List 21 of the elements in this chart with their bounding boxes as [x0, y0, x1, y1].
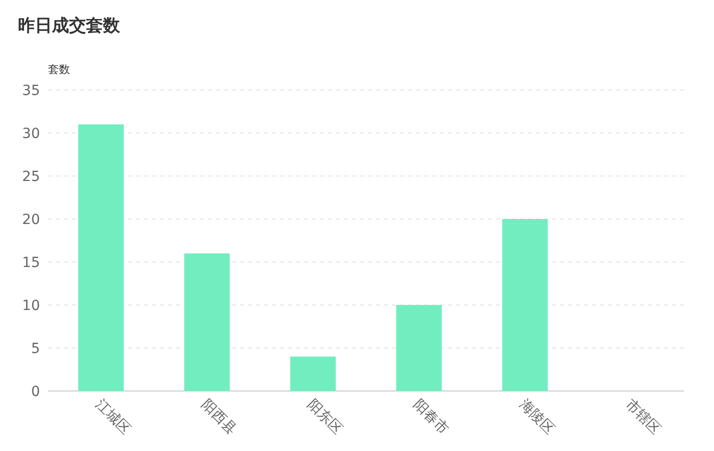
bar	[396, 305, 442, 391]
y-tick-label: 10	[22, 298, 40, 314]
chart-title: 昨日成交套数	[18, 16, 121, 36]
bar	[502, 219, 548, 391]
x-tick-label: 江城区	[92, 396, 134, 438]
bar	[290, 356, 336, 391]
y-tick-label: 30	[22, 126, 40, 142]
x-tick-label: 阳西县	[198, 396, 240, 438]
y-tick-label: 15	[22, 255, 40, 271]
x-tick-label: 阳春市	[410, 396, 452, 438]
x-tick-label: 海陵区	[516, 396, 558, 438]
x-tick-label: 阳东区	[304, 396, 346, 438]
y-tick-label: 35	[22, 83, 40, 99]
x-tick-label: 市辖区	[622, 396, 664, 438]
y-axis-title: 套数	[48, 63, 70, 76]
bar	[184, 253, 230, 391]
y-tick-label: 0	[31, 384, 40, 400]
y-tick-label: 20	[22, 212, 40, 228]
y-tick-label: 5	[31, 341, 40, 357]
y-tick-label: 25	[22, 169, 40, 185]
bar	[78, 124, 124, 391]
